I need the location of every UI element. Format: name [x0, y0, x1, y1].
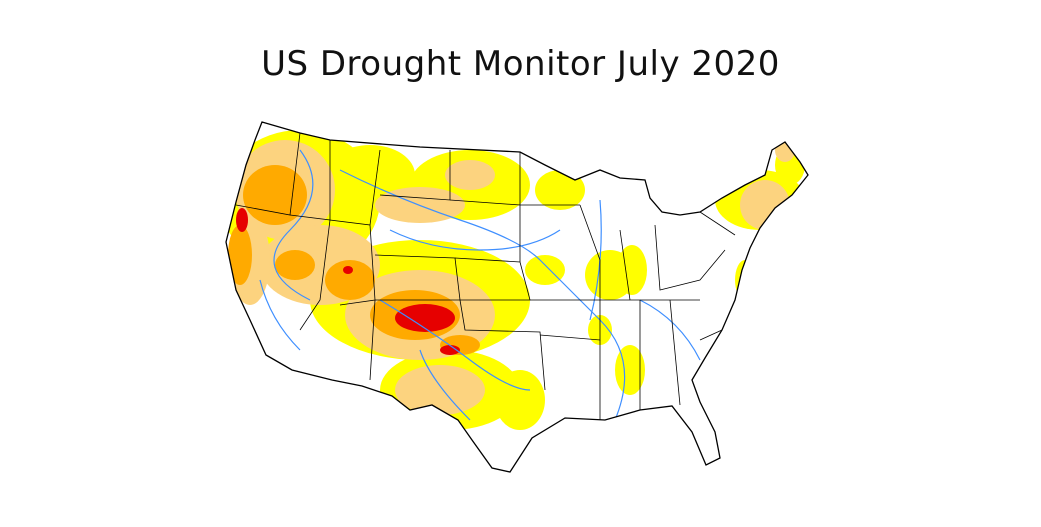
state-borders	[235, 132, 736, 420]
map-title: US Drought Monitor July 2020	[261, 44, 780, 84]
drought-areas	[226, 122, 808, 472]
rivers	[259, 149, 701, 421]
d3-extreme-drought	[236, 208, 460, 355]
